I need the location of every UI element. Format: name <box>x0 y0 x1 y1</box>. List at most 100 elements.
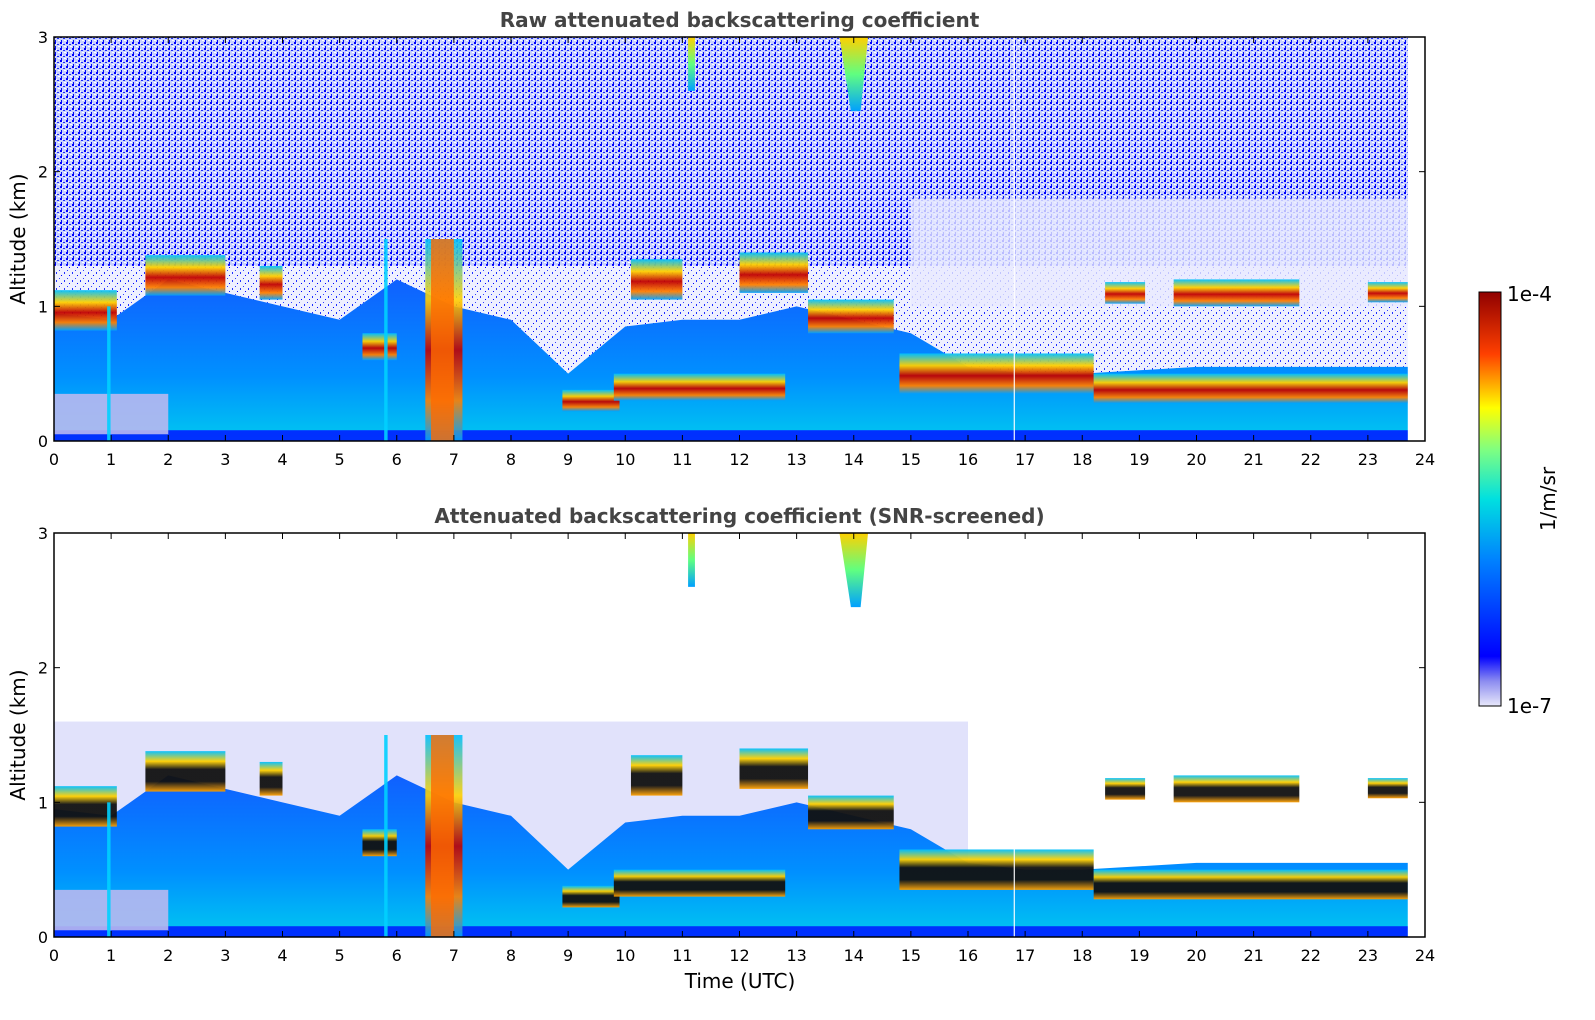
x-tick-label: 9 <box>563 946 573 965</box>
cloud-layer <box>259 761 283 796</box>
cloud-layer <box>899 353 1094 394</box>
y-tick-label: 2 <box>38 163 48 182</box>
cloud-layer <box>808 299 894 334</box>
y-tick-label: 3 <box>38 524 48 543</box>
x-tick-label: 21 <box>1243 946 1263 965</box>
x-tick-label: 11 <box>672 450 692 469</box>
colorbar-unit-label: 1/m/sr <box>1536 466 1560 531</box>
surface-layer <box>54 430 1408 441</box>
x-tick-label: 1 <box>106 450 116 469</box>
precipitation-core <box>431 735 454 937</box>
early-surface-haze <box>54 889 169 931</box>
cloud-layer <box>630 755 683 796</box>
x-tick-label: 13 <box>786 946 806 965</box>
y-tick-label: 0 <box>38 432 48 451</box>
y-tick-label: 2 <box>38 659 48 678</box>
x-tick-label: 10 <box>615 450 635 469</box>
cloud-layer <box>1105 282 1146 304</box>
fall-streak <box>107 802 111 937</box>
no-data-region <box>1407 37 1425 441</box>
fall-streak <box>384 735 388 937</box>
y-axis-label: Altitude (km) <box>6 173 30 304</box>
x-axis: 0 1 2 3 4 5 6 7 8 9 10 11 12 13 14 15 16 17 18 19 20 21 22 23 24 <box>49 533 1435 965</box>
no-data-region <box>1407 533 1425 937</box>
cloud-layer <box>1367 282 1408 303</box>
x-tick-label: 2 <box>163 946 173 965</box>
heatmap-image <box>54 37 1425 441</box>
y-tick-label: 3 <box>38 28 48 47</box>
boundary-layer <box>54 775 1408 937</box>
x-tick-label: 8 <box>506 450 516 469</box>
cloud-layer <box>1173 775 1300 803</box>
x-tick-label: 12 <box>729 946 749 965</box>
gap-line <box>1013 533 1015 937</box>
x-tick-label: 23 <box>1358 946 1378 965</box>
surface-layer <box>54 926 1408 937</box>
fall-streak <box>384 239 388 441</box>
cloud-layer <box>259 265 283 300</box>
x-tick-label: 18 <box>1072 450 1092 469</box>
x-tick-label: 7 <box>449 450 459 469</box>
x-tick-label: 0 <box>49 946 59 965</box>
upper-plume <box>688 533 695 587</box>
x-tick-label: 6 <box>392 450 402 469</box>
x-tick-label: 4 <box>277 450 287 469</box>
x-tick-label: 3 <box>220 450 230 469</box>
cloud-layer <box>1173 279 1300 307</box>
cloud-layer <box>362 333 397 361</box>
gap-line <box>1013 37 1015 441</box>
y-tick-label: 1 <box>38 297 48 316</box>
fall-streak <box>107 306 111 441</box>
x-tick-label: 20 <box>1186 946 1206 965</box>
x-tick-label: 14 <box>844 946 864 965</box>
x-tick-label: 24 <box>1415 946 1435 965</box>
x-tick-label: 13 <box>786 450 806 469</box>
x-axis-label: Time (UTC) <box>684 969 796 993</box>
early-surface-haze <box>54 393 169 435</box>
x-tick-label: 18 <box>1072 946 1092 965</box>
cloud-layer <box>613 869 786 897</box>
clear-region <box>910 198 1408 307</box>
x-axis: 0 1 2 3 4 5 6 7 8 9 10 11 12 13 14 15 16 17 18 19 20 21 22 23 24 <box>49 37 1435 469</box>
x-tick-label: 24 <box>1415 450 1435 469</box>
x-tick-label: 21 <box>1243 450 1263 469</box>
x-tick-label: 15 <box>901 946 921 965</box>
x-tick-label: 22 <box>1301 946 1321 965</box>
raw-backscatter-panel: Raw attenuated backscattering coefficien… <box>6 8 1435 469</box>
x-tick-label: 14 <box>844 450 864 469</box>
x-tick-label: 16 <box>958 450 978 469</box>
colorbar-min-label: 1e-7 <box>1507 694 1552 718</box>
x-tick-label: 8 <box>506 946 516 965</box>
x-tick-label: 15 <box>901 450 921 469</box>
x-tick-label: 19 <box>1129 450 1149 469</box>
x-tick-label: 11 <box>672 946 692 965</box>
x-tick-label: 1 <box>106 946 116 965</box>
x-tick-label: 20 <box>1186 450 1206 469</box>
upper-plume <box>688 37 695 91</box>
cloud-layer <box>630 259 683 300</box>
cloud-layer <box>1093 373 1408 404</box>
x-tick-label: 17 <box>1015 450 1035 469</box>
y-axis: 0 1 2 3 <box>38 28 1425 451</box>
upper-plume <box>839 37 869 112</box>
x-tick-label: 17 <box>1015 946 1035 965</box>
heatmap-image <box>54 533 1425 937</box>
colorbar-max-label: 1e-4 <box>1507 282 1552 306</box>
cloud-layer <box>613 373 786 401</box>
snr-screened-panel: Attenuated backscattering coefficient (S… <box>6 504 1435 993</box>
cloud-layer <box>808 795 894 830</box>
x-tick-label: 16 <box>958 946 978 965</box>
x-tick-label: 9 <box>563 450 573 469</box>
y-tick-label: 0 <box>38 928 48 947</box>
cloud-layer <box>562 389 620 412</box>
x-tick-label: 10 <box>615 946 635 965</box>
cloud-layer <box>362 829 397 857</box>
cloud-layer <box>739 748 809 789</box>
cloud-layer <box>54 290 117 331</box>
cloud-layer <box>145 255 226 296</box>
x-tick-label: 5 <box>335 450 345 469</box>
cloud-layer <box>1367 778 1408 799</box>
cloud-layer <box>562 885 620 908</box>
precipitation-core <box>431 239 454 441</box>
y-tick-label: 1 <box>38 793 48 812</box>
